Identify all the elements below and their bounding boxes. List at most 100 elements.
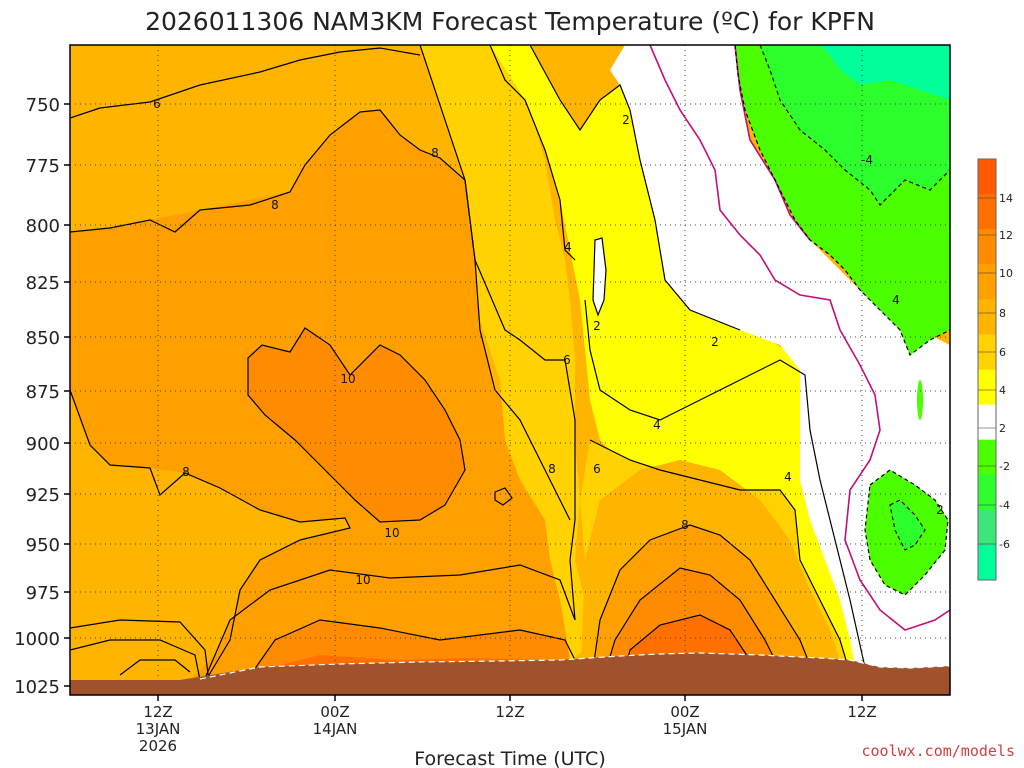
y-tick-label: 850 bbox=[26, 328, 60, 349]
contour-label: 4 bbox=[892, 293, 900, 307]
contour-4-upper bbox=[489, 45, 576, 261]
colorbar-frame bbox=[977, 158, 997, 581]
contour-label: 8 bbox=[548, 462, 556, 476]
x-tick-label: 13JAN bbox=[136, 720, 181, 738]
x-axis-label: Forecast Time (UTC) bbox=[414, 748, 605, 768]
contour-label: -4 bbox=[861, 153, 873, 167]
field-neg-spot bbox=[917, 380, 923, 420]
colorbar-label: -6 bbox=[999, 538, 1010, 551]
y-tick-label: 1000 bbox=[14, 629, 60, 650]
colorbar-swatch bbox=[978, 509, 996, 546]
field-white-pocket bbox=[593, 238, 606, 315]
contour-8-lower bbox=[70, 389, 351, 691]
contour-4-lower-left bbox=[70, 639, 201, 681]
contour-label: 6 bbox=[563, 353, 571, 367]
contour-6-top bbox=[70, 47, 421, 119]
contour-6-mid bbox=[419, 45, 576, 621]
colorbar-swatch bbox=[978, 369, 996, 406]
y-tick-label: 750 bbox=[26, 95, 60, 116]
contour-label: 4 bbox=[564, 240, 572, 254]
colorbar-label: 4 bbox=[999, 384, 1006, 397]
contour-label: 2 bbox=[936, 503, 944, 517]
colorbar-label: 10 bbox=[999, 267, 1013, 280]
contour-label: 8 bbox=[271, 198, 279, 212]
contour-2-upper bbox=[529, 45, 741, 331]
colorbar-label: 14 bbox=[999, 192, 1013, 205]
x-tick-label: 12Z bbox=[847, 703, 876, 721]
colorbar-swatch bbox=[978, 159, 996, 195]
y-axis: 750 775 800 825 850 875 900 925 950 975 1000 1025 bbox=[14, 95, 70, 698]
contour-label: 2 bbox=[622, 113, 630, 127]
colorbar-label: 12 bbox=[999, 229, 1013, 242]
y-tick-label: 950 bbox=[26, 535, 60, 556]
colorbar-swatch bbox=[978, 404, 996, 441]
chart-title: 2026011306 NAM3KM Forecast Temperature (… bbox=[145, 7, 875, 36]
contour-10-right bbox=[599, 567, 791, 691]
contour-neg4-upper bbox=[759, 45, 950, 206]
contour-8-lobe bbox=[199, 564, 576, 691]
contour-6-lower-left bbox=[70, 619, 211, 691]
y-tick-label: 825 bbox=[26, 273, 60, 294]
colorbar-swatch bbox=[978, 194, 996, 230]
y-tick-label: 925 bbox=[26, 485, 60, 506]
contour-label: 10 bbox=[340, 372, 355, 386]
y-tick-label: 1025 bbox=[14, 677, 60, 698]
x-tick-label: 15JAN bbox=[663, 720, 708, 738]
colorbar-label: -2 bbox=[999, 460, 1010, 473]
contour-label: 6 bbox=[153, 97, 161, 111]
contour-labels: 6 8 8 10 10 8 10 8 4 2 2 6 6 4 8 2 4 4 2 -4 bbox=[153, 97, 944, 587]
contour-label: 4 bbox=[784, 470, 792, 484]
negative-contours bbox=[734, 45, 950, 596]
contour-10-lower bbox=[239, 619, 576, 691]
colorbar-swatch bbox=[978, 439, 996, 476]
colorbar-swatch bbox=[978, 544, 996, 581]
y-tick-label: 775 bbox=[26, 156, 60, 177]
field-band-4-6 bbox=[420, 45, 600, 660]
colorbar-label: 6 bbox=[999, 346, 1006, 359]
contour-label: 8 bbox=[431, 146, 439, 160]
contour-4-mid bbox=[584, 299, 871, 691]
contour-label: 8 bbox=[681, 518, 689, 532]
contour-8-right bbox=[589, 524, 821, 691]
freezing-line-left bbox=[649, 45, 950, 631]
contour-2-pocket bbox=[592, 237, 607, 317]
x-tick-label: 2026 bbox=[139, 737, 177, 755]
contour-neg-lower bbox=[864, 469, 949, 596]
terrain-edge bbox=[199, 652, 950, 680]
contour-label: 2 bbox=[593, 319, 601, 333]
credit-text: coolwx.com/models bbox=[861, 742, 1015, 760]
contour-label: 2 bbox=[711, 335, 719, 349]
field-band-10-12 bbox=[248, 328, 465, 522]
colorbar: 14 12 10 8 6 4 2 -2 -4 -6 bbox=[977, 158, 1013, 581]
y-tick-label: 800 bbox=[26, 216, 60, 237]
colorbar-swatch bbox=[978, 229, 996, 265]
contour-6-right bbox=[589, 439, 856, 691]
contour-label: 4 bbox=[653, 418, 661, 432]
x-tick-label: 14JAN bbox=[313, 720, 358, 738]
y-tick-label: 875 bbox=[26, 382, 60, 403]
terrain bbox=[70, 653, 950, 695]
colorbar-swatch bbox=[978, 299, 996, 335]
x-tick-label: 00Z bbox=[320, 703, 349, 721]
field-band-neg-6 bbox=[820, 45, 950, 100]
y-tick-label: 975 bbox=[26, 583, 60, 604]
contour-10-core bbox=[247, 327, 466, 523]
colorbar-label: 2 bbox=[999, 422, 1006, 435]
contour-neg-lower-core bbox=[889, 499, 926, 551]
field-band-6-8-lower bbox=[70, 390, 350, 690]
colorbar-swatch bbox=[978, 474, 996, 511]
contour-small-blob bbox=[494, 487, 513, 506]
contour-label: 8 bbox=[182, 465, 190, 479]
colorbar-swatch bbox=[978, 264, 996, 300]
contour-8-upper bbox=[70, 109, 571, 521]
field-band-neg-4 bbox=[760, 45, 950, 205]
x-tick-label: 00Z bbox=[670, 703, 699, 721]
x-tick-label: 12Z bbox=[495, 703, 524, 721]
colorbar-label: 8 bbox=[999, 307, 1006, 320]
contour-label: 6 bbox=[593, 462, 601, 476]
contour-label: 10 bbox=[355, 573, 370, 587]
plot-area: 6 8 8 10 10 8 10 8 4 2 2 6 6 4 8 2 4 4 2 -4 bbox=[70, 45, 950, 695]
colorbar-label: -4 bbox=[999, 499, 1010, 512]
